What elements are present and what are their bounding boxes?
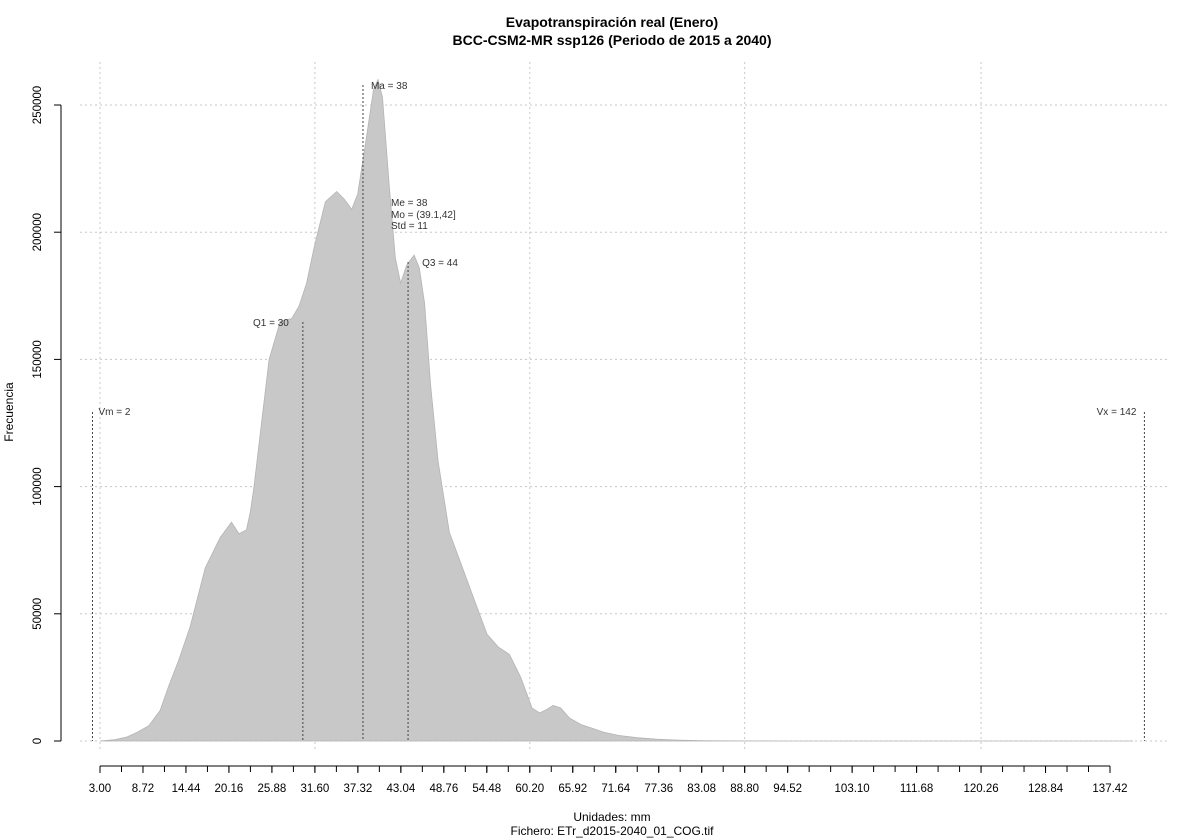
x-tick-label: 31.60 [301, 783, 330, 795]
x-tick-label: 54.48 [472, 783, 501, 795]
x-tick-label: 8.72 [132, 783, 154, 795]
stat-mode-label: Mo = (39.1,42] [391, 210, 456, 221]
x-tick-label: 25.88 [258, 783, 287, 795]
x-tick-label: 111.68 [900, 783, 933, 795]
q1-label: Q1 = 30 [253, 318, 289, 329]
y-tick-label: 200000 [32, 213, 44, 251]
x-tick-label: 77.36 [644, 783, 673, 795]
x-tick-label: 137.42 [1092, 783, 1127, 795]
axes: 0 50000 100000 150000 200000 250000 3.00 8.72 14… [32, 86, 1128, 795]
x-tick-label: 60.20 [515, 783, 544, 795]
stat-median-label: Me = 38 [391, 198, 428, 209]
y-tick-label: 50000 [32, 598, 44, 630]
frequency-area [99, 78, 1134, 742]
x-tick-label: 14.44 [172, 783, 201, 795]
x-tick-label: 94.52 [773, 783, 802, 795]
x-tick-label: 43.04 [386, 783, 415, 795]
max-value-label: Vx = 142 [1097, 407, 1137, 418]
x-axis-file-label: Fichero: ETr_d2015-2040_01_COG.tif [511, 824, 715, 838]
y-tick-label: 0 [32, 738, 44, 744]
x-tick-label: 65.92 [558, 783, 587, 795]
x-tick-label: 71.64 [601, 783, 630, 795]
y-tick-label: 250000 [32, 86, 44, 124]
x-tick-label: 3.00 [89, 783, 111, 795]
x-tick-label: 88.80 [730, 783, 759, 795]
y-tick-label: 150000 [32, 340, 44, 378]
x-tick-label: 37.32 [343, 783, 372, 795]
chart-subtitle: BCC-CSM2-MR ssp126 (Periodo de 2015 a 20… [453, 32, 772, 48]
y-axis-label: Frecuencia [2, 382, 16, 442]
chart-title: Evapotranspiración real (Enero) [506, 14, 718, 30]
y-tick-label: 100000 [32, 467, 44, 505]
x-tick-label: 83.08 [687, 783, 716, 795]
x-tick-label: 128.84 [1028, 783, 1064, 795]
x-tick-label: 103.10 [835, 783, 870, 795]
x-tick-label: 48.76 [429, 783, 458, 795]
x-tick-label: 120.26 [963, 783, 998, 795]
frequency-area-path [99, 78, 1134, 742]
mean-label: Ma = 38 [371, 81, 408, 92]
q3-label: Q3 = 44 [422, 258, 458, 269]
stat-std-label: Std = 11 [391, 221, 428, 232]
stat-markers: Vm = 2 Vx = 142 Q1 = 30 Ma = 38 Q3 = 44 [91, 81, 1145, 741]
x-axis-label: Unidades: mm [573, 810, 650, 824]
min-value-label: Vm = 2 [98, 407, 130, 418]
x-tick-label: 20.16 [215, 783, 244, 795]
